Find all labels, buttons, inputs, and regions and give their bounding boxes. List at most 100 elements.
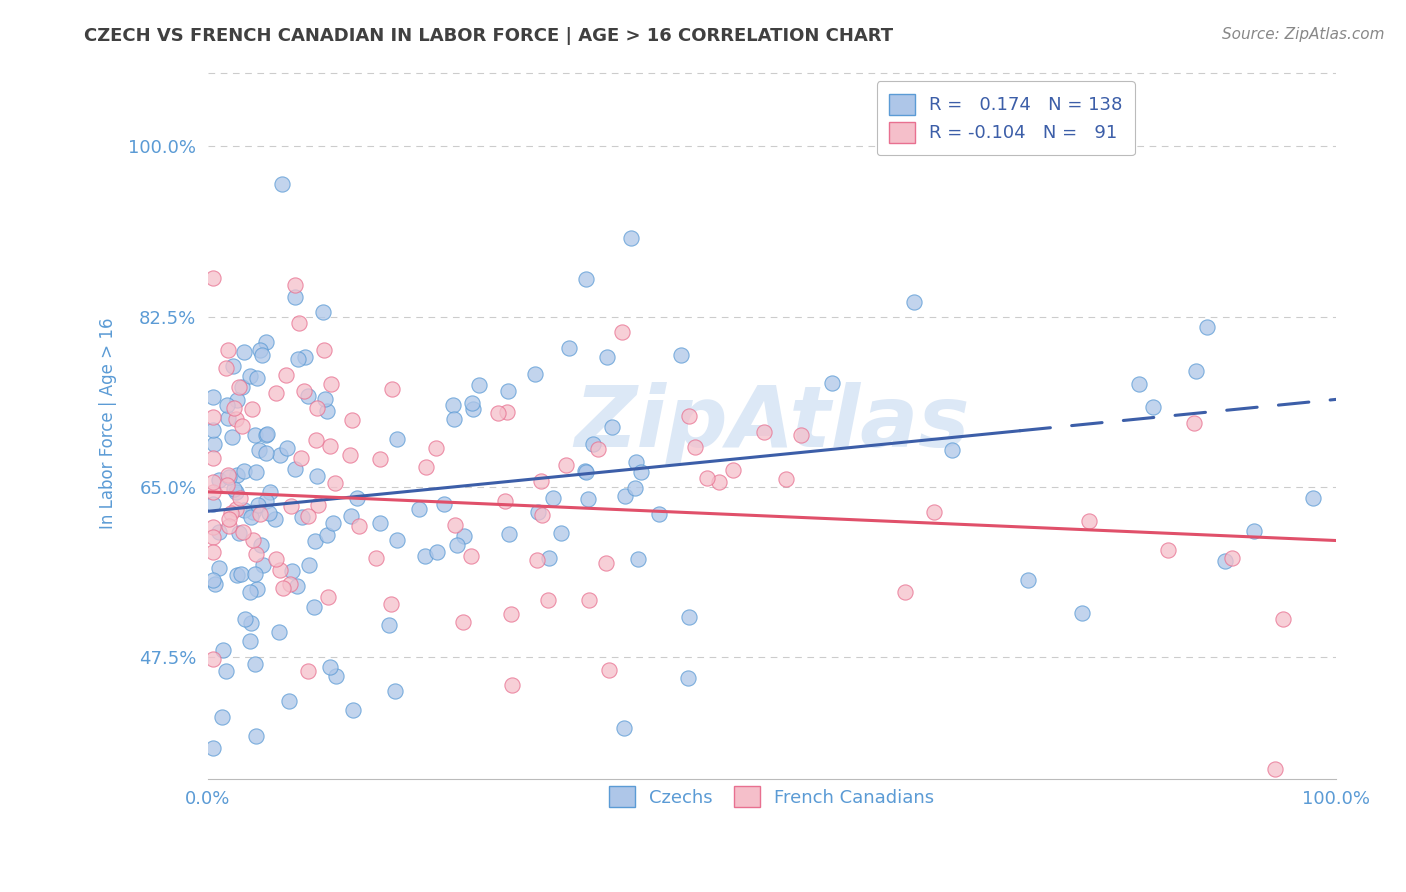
Point [752, 425, 775, 439]
Point [496, 405, 519, 419]
Point [648, 507, 671, 521]
Point [322, 516, 344, 531]
Point [208, 473, 231, 487]
Point [221, 430, 243, 444]
Point [290, 451, 312, 466]
Point [202, 531, 225, 545]
Point [499, 607, 522, 622]
Point [494, 494, 516, 508]
Point [276, 442, 298, 456]
Point [204, 576, 226, 591]
Point [380, 382, 402, 396]
Point [225, 412, 247, 426]
Point [252, 348, 274, 362]
Point [245, 465, 267, 479]
Point [202, 423, 225, 437]
Point [202, 651, 225, 665]
Text: CZECH VS FRENCH CANADIAN IN LABOR FORCE | AGE > 16 CORRELATION CHART: CZECH VS FRENCH CANADIAN IN LABOR FORCE … [84, 27, 893, 45]
Point [1142, 400, 1164, 414]
Point [202, 450, 225, 465]
Point [314, 343, 336, 357]
Point [243, 428, 266, 442]
Point [218, 519, 240, 533]
Point [292, 384, 315, 398]
Point [266, 552, 288, 566]
Point [307, 401, 329, 415]
Point [554, 458, 576, 472]
Point [790, 427, 813, 442]
Point [413, 549, 436, 563]
Point [821, 376, 844, 390]
Point [256, 426, 278, 441]
Point [624, 455, 647, 469]
Point [578, 592, 600, 607]
Point [467, 378, 489, 392]
Point [247, 443, 270, 458]
Point [1071, 606, 1094, 620]
Point [218, 470, 240, 484]
Point [225, 467, 247, 482]
Point [221, 506, 243, 520]
Point [321, 377, 343, 392]
Point [214, 360, 236, 375]
Point [247, 499, 270, 513]
Point [224, 482, 246, 496]
Point [287, 351, 309, 366]
Point [526, 553, 548, 567]
Point [305, 433, 328, 447]
Point [281, 564, 304, 578]
Point [775, 472, 797, 486]
Point [267, 624, 290, 639]
Point [595, 556, 617, 570]
Point [501, 678, 523, 692]
Y-axis label: In Labor Force | Age > 16: In Labor Force | Age > 16 [100, 318, 117, 530]
Point [1128, 377, 1150, 392]
Point [623, 482, 645, 496]
Text: ZipAtlas: ZipAtlas [574, 383, 970, 466]
Point [319, 439, 342, 453]
Point [217, 411, 239, 425]
Point [1271, 612, 1294, 626]
Point [208, 524, 231, 539]
Point [284, 290, 307, 304]
Point [441, 398, 464, 412]
Point [294, 351, 316, 365]
Point [433, 497, 456, 511]
Point [630, 465, 652, 479]
Point [340, 413, 363, 427]
Point [894, 585, 917, 599]
Point [291, 509, 314, 524]
Point [598, 664, 620, 678]
Point [1264, 762, 1286, 776]
Point [443, 412, 465, 426]
Point [233, 344, 256, 359]
Point [498, 526, 520, 541]
Point [249, 343, 271, 358]
Point [307, 498, 329, 512]
Point [202, 270, 225, 285]
Point [229, 566, 252, 581]
Point [246, 371, 269, 385]
Point [269, 448, 291, 462]
Point [557, 341, 579, 355]
Point [461, 401, 484, 416]
Point [446, 538, 468, 552]
Point [451, 615, 474, 629]
Point [316, 404, 339, 418]
Point [215, 664, 238, 678]
Point [280, 499, 302, 513]
Point [232, 524, 254, 539]
Point [202, 497, 225, 511]
Point [225, 485, 247, 500]
Point [274, 368, 297, 383]
Point [297, 389, 319, 403]
Point [202, 545, 225, 559]
Point [384, 683, 406, 698]
Point [378, 617, 401, 632]
Point [425, 441, 447, 455]
Legend: Czechs, French Canadians: Czechs, French Canadians [600, 777, 943, 816]
Point [614, 489, 637, 503]
Point [530, 474, 553, 488]
Point [278, 694, 301, 708]
Point [723, 463, 745, 477]
